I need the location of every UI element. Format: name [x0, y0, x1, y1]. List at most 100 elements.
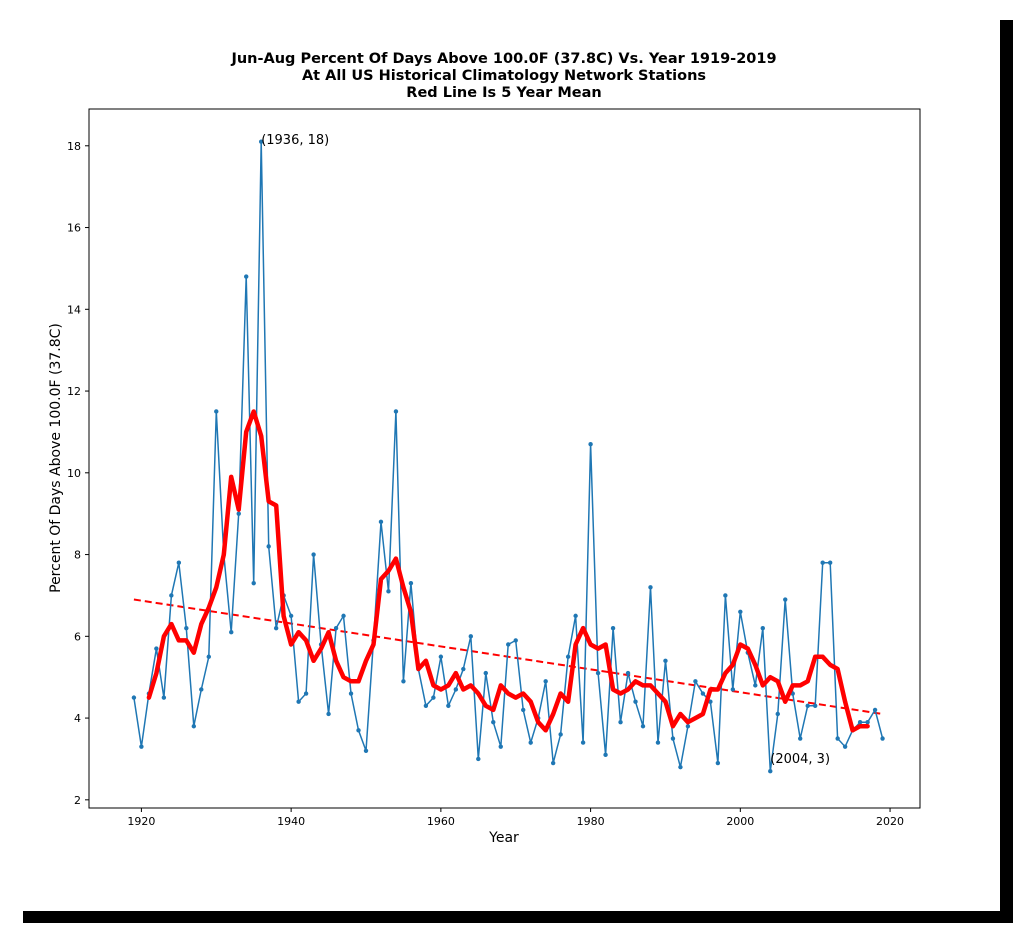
annual-data-point — [199, 687, 204, 692]
annual-data-point — [296, 699, 301, 704]
annual-data-point — [513, 638, 518, 643]
annual-data-point — [476, 756, 481, 762]
annual-data-point — [273, 625, 279, 631]
annual-data-point — [326, 711, 331, 717]
annual-data-point — [341, 613, 346, 619]
x-tick-label: 2020 — [876, 815, 904, 828]
y-axis-label: Percent Of Days Above 100.0F (37.8C) — [48, 323, 64, 593]
annual-data-point — [730, 687, 736, 692]
annual-data-point — [408, 580, 414, 586]
x-axis-label: Year — [488, 830, 519, 846]
x-tick-label: 1980 — [577, 815, 605, 828]
annual-data-point — [565, 654, 571, 659]
annual-data-point — [880, 736, 885, 741]
annual-data-point — [857, 719, 863, 725]
annual-data-point — [595, 670, 601, 676]
annual-data-point — [580, 740, 586, 745]
y-tick-label: 12 — [67, 385, 81, 398]
annual-data-point — [805, 703, 810, 709]
annual-data-point — [738, 609, 743, 614]
annual-data-point — [648, 585, 653, 590]
annual-data-point — [678, 764, 683, 770]
annual-data-point — [625, 670, 631, 676]
annual-data-point — [378, 519, 384, 525]
annual-data-point — [154, 646, 159, 651]
annual-data-point — [603, 752, 608, 758]
annual-data-point — [872, 707, 878, 713]
annotation-label: (2004, 3) — [770, 752, 830, 767]
chart-title-line-1: Jun-Aug Percent Of Days Above 100.0F (37… — [230, 51, 776, 67]
x-axis-ticks: 1920 1940 1960 1980 2000 2020 — [127, 808, 904, 828]
annual-data-point — [543, 679, 548, 684]
annual-data-point — [768, 769, 773, 774]
y-tick-label: 8 — [74, 549, 81, 562]
x-tick-label: 1940 — [277, 815, 305, 828]
annotations-layer: (1936, 18) (2004, 3) — [261, 133, 830, 767]
annual-data-point — [438, 654, 444, 659]
annual-data-point — [842, 744, 848, 749]
annual-data-point — [640, 724, 646, 729]
annual-data-point — [356, 728, 361, 733]
annual-data-point — [573, 613, 578, 619]
annual-data-point — [363, 748, 369, 753]
annual-data-point — [139, 744, 144, 749]
annual-data-point — [176, 560, 182, 565]
annual-data-point — [393, 409, 399, 414]
annual-data-point — [169, 593, 174, 598]
y-tick-label: 10 — [67, 467, 81, 480]
annotation-label: (1936, 18) — [261, 133, 329, 148]
x-tick-label: 1920 — [127, 815, 155, 828]
five-year-mean-line — [146, 409, 870, 733]
x-tick-label: 1960 — [427, 815, 455, 828]
annual-data-point — [468, 634, 474, 639]
annual-data-point — [266, 544, 271, 549]
annual-data-point — [700, 691, 706, 696]
annual-data-point — [191, 724, 197, 729]
x-tick-label: 2000 — [726, 815, 754, 828]
annual-data-point — [827, 560, 833, 565]
annual-data-point — [288, 613, 294, 619]
annual-data-point — [760, 625, 765, 631]
trend-line-layer — [133, 598, 883, 715]
annual-data-point — [633, 699, 638, 704]
annual-data-point — [229, 630, 234, 635]
annual-data-point — [491, 719, 496, 725]
annual-data-point — [693, 679, 698, 684]
chart-title: Jun-Aug Percent Of Days Above 100.0F (37… — [230, 51, 776, 101]
annual-data-point — [655, 740, 661, 745]
annual-data-point — [303, 691, 309, 696]
five-year-mean-layer — [146, 409, 870, 733]
annual-data-point — [835, 736, 840, 741]
y-tick-label: 2 — [74, 794, 81, 807]
annual-data-point — [161, 695, 167, 700]
annual-data-point — [251, 580, 256, 586]
annual-data-point — [715, 760, 721, 766]
annual-data-point — [588, 441, 593, 447]
annual-data-point — [184, 625, 189, 631]
annual-data-point — [865, 719, 870, 725]
annual-data-point — [446, 703, 451, 709]
annual-data-point — [723, 593, 728, 598]
y-tick-label: 4 — [74, 712, 81, 725]
y-axis-ticks: 2 4 6 8 10 12 14 16 18 — [67, 140, 89, 807]
annual-data-point — [670, 736, 676, 741]
annual-data-point — [528, 740, 533, 745]
annual-data-point — [685, 724, 691, 729]
annual-data-point — [401, 679, 406, 684]
annual-data-point — [258, 139, 264, 144]
chart-title-line-3: Red Line Is 5 Year Mean — [406, 85, 601, 101]
trend-line — [133, 598, 883, 715]
annual-data-point — [453, 687, 459, 692]
annual-data-point — [333, 625, 339, 631]
annual-data-point — [812, 703, 818, 709]
annual-data-point — [206, 654, 211, 659]
annual-data-point — [521, 707, 526, 713]
y-tick-label: 6 — [74, 630, 81, 643]
annual-data-point — [386, 589, 391, 594]
annual-data-point — [244, 274, 249, 279]
y-tick-label: 14 — [67, 303, 81, 316]
annual-data-point — [348, 691, 354, 696]
annual-data-point — [610, 625, 616, 631]
